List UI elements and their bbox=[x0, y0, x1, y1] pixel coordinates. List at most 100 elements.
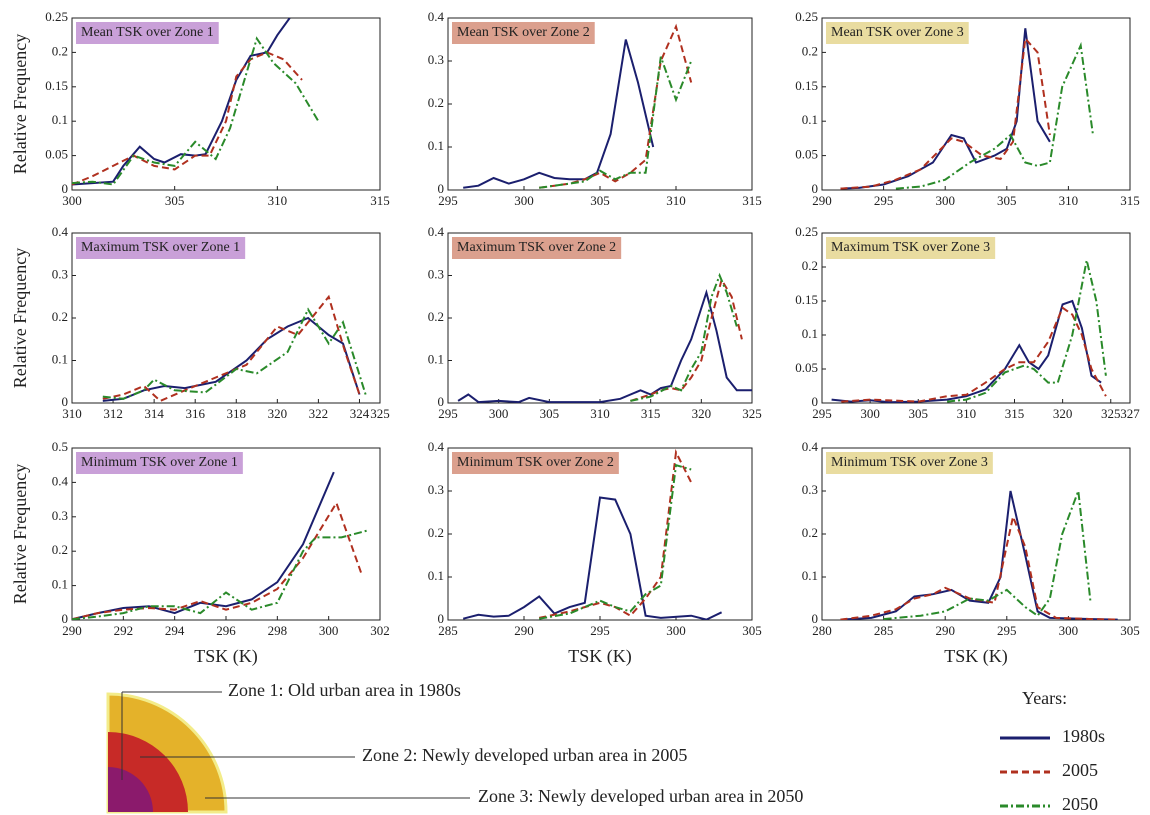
y-tick-label: 0 bbox=[62, 394, 69, 409]
y-tick-label: 0.2 bbox=[802, 525, 818, 540]
x-axis-label: TSK (K) bbox=[944, 646, 1008, 667]
plot-frame bbox=[447, 447, 753, 621]
x-tick-label: 320 bbox=[268, 406, 288, 421]
series-line bbox=[72, 36, 320, 186]
y-tick-label: 0.1 bbox=[428, 568, 444, 583]
title-box bbox=[76, 22, 219, 44]
y-tick-label: 0.2 bbox=[428, 525, 444, 540]
x-tick-label: 295 bbox=[812, 406, 832, 421]
subplot-title: Mean TSK over Zone 1 bbox=[81, 25, 214, 40]
x-tick-label: 295 bbox=[590, 623, 610, 638]
x-tick-label: 315 bbox=[641, 406, 661, 421]
y-tick-label: 0.1 bbox=[52, 351, 68, 366]
title-box bbox=[826, 22, 969, 44]
x-tick-label: 295 bbox=[438, 193, 458, 208]
x-tick-label: 305 bbox=[590, 193, 610, 208]
zone-label: Zone 2: Newly developed urban area in 20… bbox=[362, 745, 687, 765]
x-tick-label: 300 bbox=[935, 193, 955, 208]
y-tick-label: 0.3 bbox=[52, 266, 68, 281]
subplot: 280 285 290 295 300 305 0 0.1 0.2 0.3 0.4 TSK (K) Mi… bbox=[802, 439, 1140, 667]
subplot: 285 290 295 300 305 0 0.1 0.2 0.3 0.4 TSK (K) Minim… bbox=[428, 439, 762, 667]
x-tick-label: 305 bbox=[997, 193, 1017, 208]
x-tick-label: 300 bbox=[319, 623, 339, 638]
series-line bbox=[72, 471, 335, 620]
title-box bbox=[76, 452, 243, 474]
y-tick-label: 0.1 bbox=[802, 112, 818, 127]
series-line bbox=[840, 36, 1051, 190]
y-tick-label: 0.1 bbox=[428, 138, 444, 153]
x-tick-label: 318 bbox=[227, 406, 247, 421]
y-tick-label: 0.05 bbox=[45, 147, 68, 162]
y-tick-label: 0 bbox=[62, 181, 69, 196]
y-tick-label: 0.2 bbox=[802, 258, 818, 273]
y-tick-label: 0.2 bbox=[52, 542, 68, 557]
zone-label: Zone 1: Old urban area in 1980s bbox=[228, 680, 461, 700]
y-tick-label: 0.05 bbox=[795, 147, 818, 162]
y-tick-label: 0.25 bbox=[795, 9, 818, 24]
title-box bbox=[452, 452, 619, 474]
y-tick-label: 0.3 bbox=[428, 52, 444, 67]
y-tick-label: 0.2 bbox=[428, 95, 444, 110]
x-axis-label: TSK (K) bbox=[568, 646, 632, 667]
series-line bbox=[72, 500, 363, 620]
x-tick-label: 285 bbox=[438, 623, 458, 638]
series-line bbox=[72, 51, 303, 186]
y-tick-label: 0.2 bbox=[428, 309, 444, 324]
y-tick-label: 0 bbox=[438, 394, 445, 409]
series-line bbox=[463, 39, 655, 189]
x-tick-label: 290 bbox=[514, 623, 534, 638]
y-tick-label: 0.1 bbox=[802, 568, 818, 583]
y-tick-label: 0.2 bbox=[52, 43, 68, 58]
subplot: 290 295 300 305 310 315 0 0.05 0.1 0.15 0.2 0.25 Mea… bbox=[795, 9, 1140, 208]
title-box bbox=[452, 237, 622, 259]
x-tick-label: 310 bbox=[1059, 193, 1079, 208]
y-tick-label: 0.3 bbox=[428, 482, 444, 497]
y-tick-label: 0.1 bbox=[802, 326, 818, 341]
x-tick-label: 290 bbox=[812, 193, 832, 208]
subplot-title: Maximum TSK over Zone 3 bbox=[831, 240, 990, 255]
series-line bbox=[462, 496, 723, 620]
x-tick-label: 300 bbox=[666, 623, 686, 638]
title-box bbox=[826, 452, 993, 474]
series-line bbox=[539, 23, 693, 189]
x-tick-label: 310 bbox=[590, 406, 610, 421]
series-line bbox=[539, 56, 693, 189]
x-axis-label: TSK (K) bbox=[194, 646, 258, 667]
series-line bbox=[72, 529, 368, 620]
subplot-title: Minimum TSK over Zone 2 bbox=[457, 455, 614, 470]
subplot: 290 292 294 296 298 300 302 0 0.1 0.2 0.3 0.4 0.5 Rel… bbox=[10, 439, 390, 667]
x-tick-label: 316 bbox=[185, 406, 205, 421]
x-tick-label: 305 bbox=[165, 193, 185, 208]
x-tick-label: 320 bbox=[692, 406, 712, 421]
y-tick-label: 0.4 bbox=[428, 9, 445, 24]
y-axis-label: Relative Frequency bbox=[10, 34, 30, 174]
series-line bbox=[840, 490, 1118, 620]
y-tick-label: 0 bbox=[812, 394, 819, 409]
y-tick-label: 0 bbox=[812, 611, 819, 626]
y-tick-label: 0 bbox=[438, 181, 445, 196]
subplot-title: Minimum TSK over Zone 3 bbox=[831, 455, 988, 470]
x-tick-label: 300 bbox=[489, 406, 509, 421]
series-line bbox=[72, 18, 291, 186]
x-tick-label: 294 bbox=[165, 623, 185, 638]
subplot: 295 300 305 310 315 320 325 327 0 0.05 0.1 0.15 0.2 0… bbox=[795, 224, 1140, 421]
y-tick-label: 0.25 bbox=[795, 224, 818, 239]
y-tick-label: 0.4 bbox=[428, 439, 445, 454]
plot-frame bbox=[447, 232, 753, 404]
series-line bbox=[539, 463, 692, 620]
subplot: 310 312 314 316 318 320 322 324 325 0 0.1 0.2 0.3 0.4… bbox=[10, 224, 390, 421]
x-tick-label: 314 bbox=[144, 406, 164, 421]
x-tick-label: 300 bbox=[860, 406, 880, 421]
y-tick-label: 0 bbox=[812, 181, 819, 196]
y-axis-label: Relative Frequency bbox=[10, 464, 30, 604]
x-tick-label: 320 bbox=[1053, 406, 1073, 421]
x-tick-label: 315 bbox=[1120, 193, 1140, 208]
x-tick-label: 295 bbox=[997, 623, 1017, 638]
x-tick-label: 280 bbox=[812, 623, 832, 638]
y-tick-label: 0 bbox=[62, 611, 69, 626]
subplot-title: Maximum TSK over Zone 2 bbox=[457, 240, 616, 255]
y-axis-label: Relative Frequency bbox=[10, 248, 30, 388]
y-tick-label: 0.25 bbox=[45, 9, 68, 24]
zone-1-shape bbox=[108, 767, 153, 812]
